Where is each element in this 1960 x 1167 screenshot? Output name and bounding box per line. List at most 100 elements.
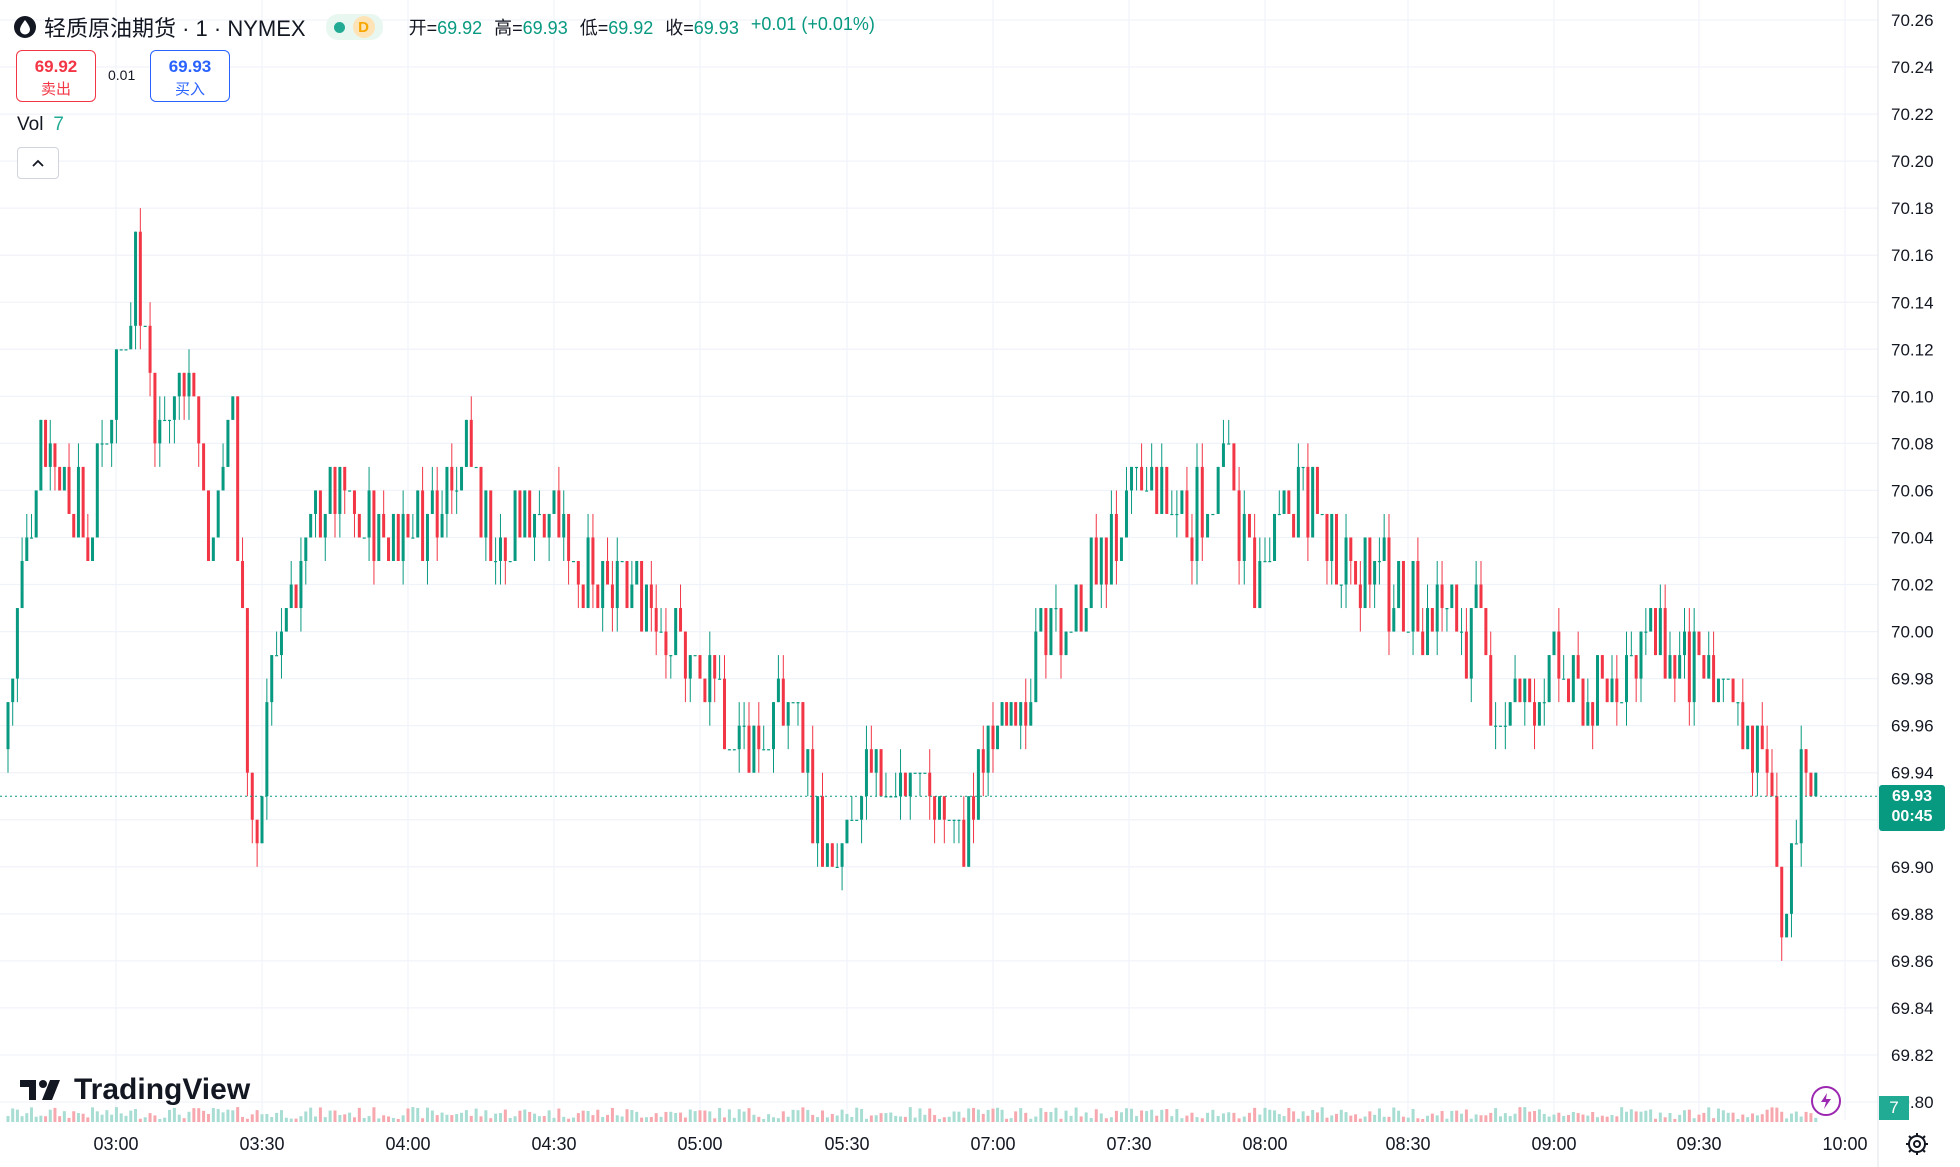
candle-body — [1296, 466, 1300, 538]
candle-body — [601, 561, 605, 609]
open-value: 69.92 — [437, 18, 483, 38]
y-tick-label: 70.22 — [1891, 105, 1934, 124]
sell-button[interactable]: 69.92 卖出 — [16, 50, 96, 102]
volume-bar — [581, 1110, 585, 1122]
tradingview-logo[interactable]: TradingView — [20, 1073, 250, 1107]
volume-bar — [377, 1118, 381, 1122]
candle-body — [1268, 561, 1272, 563]
volume-bar — [1258, 1114, 1262, 1122]
volume-bar — [226, 1109, 230, 1122]
candle-body — [1237, 490, 1241, 561]
volume-bar — [1625, 1111, 1628, 1122]
candle-body — [1044, 608, 1048, 656]
sell-label: 卖出 — [40, 81, 71, 98]
volume-bar — [1009, 1118, 1013, 1122]
volume-bar — [1673, 1118, 1677, 1122]
volume-bar — [732, 1117, 736, 1122]
volume-bar — [1253, 1107, 1257, 1122]
candle-body — [1014, 702, 1018, 726]
candle-body — [986, 725, 990, 773]
candle-body — [352, 490, 356, 514]
candle-body — [523, 490, 527, 538]
volume-bar — [1460, 1113, 1464, 1122]
volume-bar — [1576, 1113, 1580, 1122]
candle-body — [1629, 655, 1633, 657]
candle-body — [537, 513, 541, 516]
candle-body — [270, 655, 274, 703]
volume-bar — [372, 1107, 376, 1122]
volume-bar — [1692, 1118, 1696, 1122]
candle-body — [236, 396, 240, 561]
volume-bar — [1567, 1115, 1570, 1122]
candle-body — [513, 490, 517, 561]
volume-bar — [923, 1114, 927, 1122]
volume-bar — [659, 1116, 663, 1122]
volume-bar — [669, 1111, 673, 1122]
volume-bar — [1382, 1116, 1386, 1122]
volume-bar — [1160, 1109, 1164, 1122]
volume-bar — [357, 1107, 361, 1122]
volume-bar — [323, 1117, 327, 1122]
volume-bar — [928, 1108, 932, 1122]
volume-tag: 7 — [1879, 1096, 1909, 1120]
candle-body — [1479, 584, 1483, 609]
volume-bar — [1760, 1114, 1764, 1122]
buy-button[interactable]: 69.93 买入 — [150, 50, 230, 102]
candle-body — [1751, 725, 1755, 773]
candle-body — [396, 513, 400, 561]
volume-bar — [197, 1108, 201, 1122]
gear-icon[interactable] — [1904, 1131, 1930, 1157]
candle-body — [615, 561, 619, 609]
x-tick-label: 08:30 — [1385, 1134, 1430, 1154]
volume-bar — [1644, 1110, 1648, 1122]
market-status[interactable]: D — [325, 14, 383, 40]
candle-body — [489, 490, 493, 561]
ohlc-values: 开=69.92 高=69.93 低=69.92 收=69.93 +0.01 (+… — [409, 14, 875, 40]
candle-body — [44, 419, 48, 467]
collapse-button[interactable] — [17, 147, 59, 179]
candle-body — [1615, 678, 1619, 703]
candle-body — [206, 490, 210, 561]
volume-bar — [1731, 1112, 1735, 1122]
volume-bar — [528, 1111, 532, 1122]
candle-body — [15, 608, 19, 679]
volume-bar — [913, 1117, 917, 1122]
bolt-icon[interactable] — [1811, 1086, 1841, 1116]
volume-bar — [309, 1107, 313, 1122]
candle-body — [762, 749, 766, 751]
candle-body — [1620, 702, 1624, 704]
candle-body — [1094, 537, 1098, 585]
volume-bar — [270, 1117, 274, 1122]
volume-bar — [903, 1116, 907, 1122]
volume-bar — [860, 1109, 864, 1122]
candle-body — [1330, 513, 1334, 561]
volume-bar — [1591, 1111, 1595, 1122]
candle-body — [284, 608, 288, 632]
y-tick-label: 69.84 — [1891, 999, 1934, 1018]
volume-bar — [1464, 1109, 1468, 1122]
volume-bar — [937, 1118, 941, 1122]
volume-bar — [1726, 1112, 1730, 1122]
volume-bar — [182, 1118, 186, 1122]
volume-bar — [855, 1107, 859, 1122]
candle-body — [713, 655, 717, 679]
candle-body — [1411, 561, 1415, 632]
volume-bar — [494, 1113, 498, 1122]
candle-body — [1358, 584, 1362, 609]
candle-body — [659, 631, 663, 633]
candle-body — [1049, 608, 1053, 656]
candle-body — [1513, 678, 1517, 703]
candle-body — [1253, 537, 1257, 609]
drop-icon — [14, 16, 36, 38]
volume-legend[interactable]: Vol 7 — [17, 114, 64, 136]
buy-label: 买入 — [174, 81, 205, 98]
candle-body — [67, 466, 71, 514]
candle-body — [1683, 631, 1686, 656]
volume-bar — [1751, 1113, 1755, 1122]
volume-bar — [1170, 1116, 1174, 1122]
symbol-title[interactable]: 轻质原油期货 · 1 · NYMEX — [44, 16, 306, 41]
candle-body — [1663, 608, 1667, 679]
y-tick-label: 70.14 — [1891, 293, 1934, 312]
candle-body — [610, 584, 614, 609]
